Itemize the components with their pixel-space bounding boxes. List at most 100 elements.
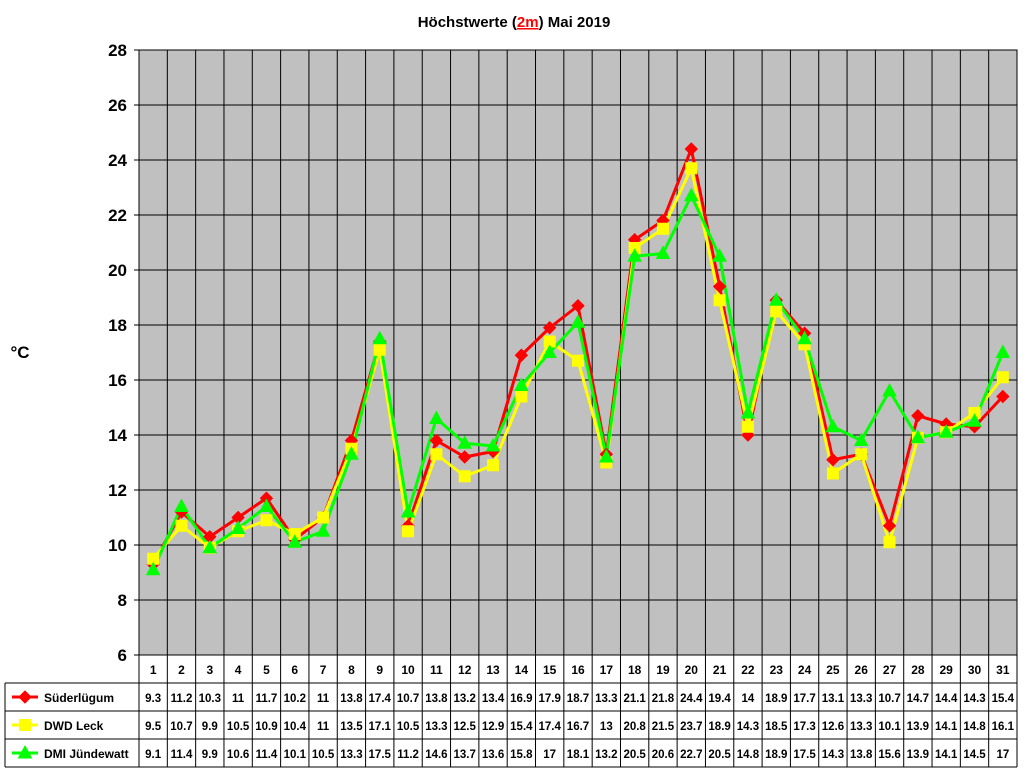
table-value-suederluegum: 17.4 — [369, 693, 392, 705]
y-tick-label: 6 — [118, 646, 127, 665]
table-value-dwd-leck: 14.3 — [737, 721, 759, 733]
table-value-suederluegum: 18.9 — [765, 693, 787, 705]
data-point-dmi-juendewatt — [910, 429, 926, 444]
table-value-suederluegum: 13.4 — [482, 693, 505, 705]
table-header-day: 13 — [486, 663, 500, 677]
table-header-day: 30 — [968, 663, 982, 677]
data-point-dwd-leck — [458, 470, 471, 483]
data-point-dmi-juendewatt — [400, 503, 416, 518]
data-point-suederluegum — [542, 321, 557, 335]
data-point-dwd-leck — [572, 354, 584, 367]
legend-marker-suederluegum — [18, 690, 32, 704]
data-point-dwd-leck — [770, 305, 783, 318]
legend-label-dwd-leck: DWD Leck — [44, 719, 104, 733]
y-tick-label: 12 — [108, 481, 127, 500]
table-value-dwd-leck: 13.3 — [850, 721, 872, 733]
data-point-dmi-juendewatt — [230, 520, 246, 534]
table-value-dmi-juendewatt: 11.2 — [397, 749, 419, 761]
table-value-dmi-juendewatt: 15.8 — [510, 749, 533, 761]
data-point-suederluegum — [712, 279, 727, 294]
y-tick-label: 16 — [108, 371, 127, 390]
legend-marker-dwd-leck — [19, 719, 31, 731]
table-value-dwd-leck: 10.7 — [170, 721, 192, 733]
table-value-dmi-juendewatt: 17 — [996, 749, 1009, 761]
data-point-dmi-juendewatt — [485, 437, 501, 452]
table-value-dmi-juendewatt: 22.7 — [680, 749, 702, 761]
table-value-dwd-leck: 15.4 — [510, 721, 533, 733]
table-value-dwd-leck: 17.3 — [793, 721, 815, 733]
table-value-dmi-juendewatt: 18.9 — [765, 749, 787, 761]
table-value-dmi-juendewatt: 17.5 — [793, 749, 816, 761]
table-header-day: 4 — [235, 663, 242, 677]
data-point-dmi-juendewatt — [995, 344, 1011, 358]
y-tick-label: 20 — [108, 261, 127, 280]
table-value-dwd-leck: 14.1 — [935, 721, 958, 733]
table-value-dmi-juendewatt: 17 — [543, 749, 556, 761]
table-value-suederluegum: 11 — [232, 693, 245, 705]
table-header-day: 18 — [628, 663, 642, 677]
table-value-dmi-juendewatt: 14.8 — [737, 749, 760, 761]
table-value-dmi-juendewatt: 13.2 — [595, 749, 617, 761]
table-value-dwd-leck: 18.5 — [765, 721, 788, 733]
table-value-suederluegum: 21.1 — [623, 693, 646, 705]
data-point-suederluegum — [514, 348, 529, 362]
table-value-dmi-juendewatt: 13.9 — [907, 749, 929, 761]
table-value-dmi-juendewatt: 20.5 — [708, 749, 731, 761]
table-header-day: 23 — [770, 663, 784, 677]
legend-label-suederluegum: Süderlügum — [44, 691, 114, 705]
y-axis-label: °C — [10, 343, 29, 362]
table-value-dwd-leck: 13.3 — [425, 721, 447, 733]
table-value-suederluegum: 13.3 — [595, 693, 617, 705]
table-value-suederluegum: 19.4 — [708, 693, 731, 705]
table-value-suederluegum: 18.7 — [567, 693, 589, 705]
table-value-dwd-leck: 12.9 — [482, 721, 504, 733]
table-value-dmi-juendewatt: 20.6 — [652, 749, 674, 761]
table-value-dwd-leck: 10.9 — [255, 721, 277, 733]
y-tick-label: 8 — [118, 591, 127, 610]
data-point-dwd-leck — [685, 162, 698, 175]
table-header-day: 19 — [656, 663, 670, 677]
data-point-dwd-leck — [855, 448, 868, 461]
data-point-dmi-juendewatt — [542, 344, 558, 358]
chart-title: Höchstwerte (2m) Mai 2019 — [418, 14, 611, 31]
data-point-dmi-juendewatt — [655, 245, 671, 259]
table-value-dwd-leck: 14.8 — [963, 721, 986, 733]
table-value-dmi-juendewatt: 13.3 — [340, 749, 362, 761]
table-header-day: 15 — [543, 663, 557, 677]
data-point-dmi-juendewatt — [174, 498, 189, 512]
table-value-suederluegum: 15.4 — [992, 693, 1015, 705]
data-point-dmi-juendewatt — [938, 424, 954, 438]
table-header-day: 11 — [430, 663, 443, 677]
table-value-dwd-leck: 17.1 — [369, 721, 392, 733]
table-header-day: 10 — [401, 663, 415, 677]
table-value-dwd-leck: 23.7 — [680, 721, 702, 733]
chart-title-prefix: Höchstwerte ( — [418, 14, 517, 31]
table-value-dwd-leck: 17.4 — [538, 721, 561, 733]
table-value-dwd-leck: 20.8 — [623, 721, 646, 733]
table-value-dmi-juendewatt: 20.5 — [623, 749, 646, 761]
table-value-dmi-juendewatt: 13.8 — [850, 749, 873, 761]
table-header-day: 3 — [206, 663, 213, 677]
table-value-suederluegum: 9.3 — [145, 693, 161, 705]
table-header-day: 2 — [178, 663, 185, 677]
table-header-day: 6 — [291, 663, 298, 677]
table-value-suederluegum: 16.9 — [510, 693, 532, 705]
data-point-dmi-juendewatt — [514, 377, 529, 391]
table-value-suederluegum: 24.4 — [680, 693, 703, 705]
data-point-dwd-leck — [317, 511, 330, 524]
data-point-dmi-juendewatt — [570, 314, 586, 328]
data-point-dwd-leck — [402, 525, 415, 538]
table-value-dwd-leck: 10.4 — [284, 721, 307, 733]
table-value-suederluegum: 11.2 — [171, 693, 193, 705]
table-value-dwd-leck: 9.9 — [202, 721, 218, 733]
table-value-suederluegum: 10.2 — [284, 693, 306, 705]
data-table: 1 2 3 4 5 6 7 8 9 10 11 12 13 14 15 16 17 18 19 20 21 22 23 24 2… — [4, 654, 1018, 768]
data-point-dwd-leck — [826, 467, 839, 480]
table-header-day: 21 — [713, 663, 727, 677]
table-value-dwd-leck: 9.5 — [145, 721, 162, 733]
table-value-suederluegum: 13.1 — [822, 693, 845, 705]
data-point-dwd-leck — [373, 343, 386, 356]
table-value-suederluegum: 13.2 — [454, 693, 476, 705]
table-value-suederluegum: 17.9 — [538, 693, 560, 705]
